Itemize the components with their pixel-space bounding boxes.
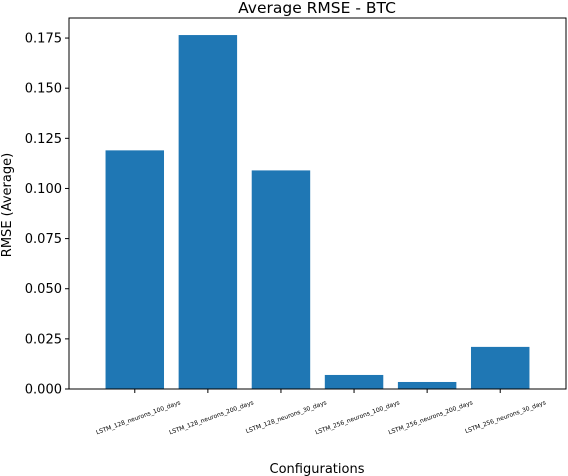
x-tick-label: LSTM_256_neurons_200_days <box>387 399 473 436</box>
bar <box>397 381 457 389</box>
y-tick-label: 0.100 <box>25 182 62 197</box>
x-tick-label: LSTM_256_neurons_30_days <box>464 399 547 435</box>
bar <box>105 150 165 389</box>
bar <box>324 374 384 389</box>
chart-title: Average RMSE - BTC <box>238 0 396 17</box>
y-tick-label: 0.050 <box>25 282 62 297</box>
y-tick-label: 0.175 <box>25 32 62 47</box>
y-tick-label: 0.150 <box>25 82 62 97</box>
bar <box>470 346 530 389</box>
y-tick-label: 0.025 <box>25 332 62 347</box>
y-tick-label: 0.125 <box>25 132 62 147</box>
x-axis-title: Configurations <box>270 462 365 476</box>
x-tick-label: LSTM_128_neurons_200_days <box>168 399 254 436</box>
y-axis-title: RMSE (Average) <box>0 153 15 257</box>
y-tick-label: 0.000 <box>25 383 62 398</box>
y-tick-label: 0.075 <box>25 232 62 247</box>
bar <box>251 170 311 389</box>
plot-frame <box>68 17 567 390</box>
bar <box>178 35 238 390</box>
plot-area: 0.000 0.025 0.050 0.075 0.100 0.125 0.150 0.175… <box>25 17 567 436</box>
